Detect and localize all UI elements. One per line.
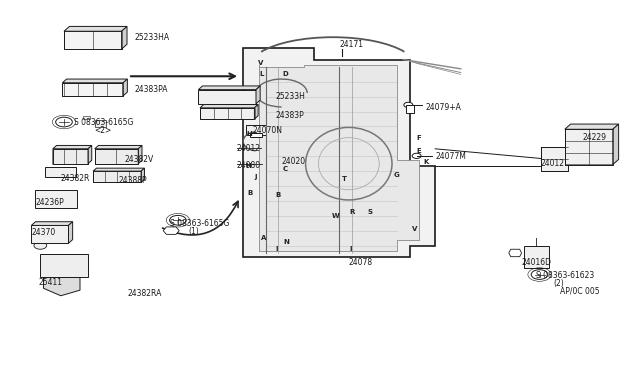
Bar — [250, 133, 262, 137]
Text: 24229: 24229 — [582, 133, 607, 142]
Polygon shape — [64, 31, 122, 49]
Polygon shape — [141, 168, 145, 182]
Text: 25411: 25411 — [38, 278, 63, 287]
Text: (2): (2) — [554, 279, 564, 288]
Text: 25233HA: 25233HA — [134, 33, 170, 42]
Text: V: V — [259, 60, 264, 66]
Polygon shape — [198, 86, 260, 90]
Text: 24383P: 24383P — [275, 111, 304, 120]
Polygon shape — [565, 129, 613, 165]
Polygon shape — [243, 48, 435, 257]
Polygon shape — [200, 108, 254, 119]
Text: L: L — [259, 71, 263, 77]
Text: 24382RA: 24382RA — [128, 289, 163, 298]
Bar — [246, 125, 266, 135]
Text: T: T — [342, 176, 347, 182]
Polygon shape — [254, 105, 258, 119]
Text: W: W — [332, 213, 340, 219]
Text: 24012: 24012 — [541, 159, 564, 168]
Text: I: I — [275, 246, 278, 252]
Text: G: G — [394, 172, 399, 178]
Bar — [35, 190, 77, 208]
Bar — [83, 116, 90, 119]
Text: 24382R: 24382R — [61, 174, 90, 183]
Polygon shape — [565, 124, 619, 129]
Polygon shape — [200, 105, 258, 108]
Text: 24012: 24012 — [237, 144, 261, 153]
Text: V: V — [412, 226, 417, 232]
Text: 24383PA: 24383PA — [134, 85, 168, 94]
Polygon shape — [256, 86, 260, 104]
Bar — [541, 147, 568, 171]
Text: A: A — [261, 235, 266, 241]
Circle shape — [56, 117, 72, 127]
Polygon shape — [62, 83, 123, 96]
Polygon shape — [88, 145, 92, 164]
Text: N: N — [284, 239, 290, 245]
Polygon shape — [198, 90, 256, 104]
Polygon shape — [53, 149, 88, 164]
Text: I: I — [349, 246, 352, 252]
Polygon shape — [93, 168, 145, 171]
Polygon shape — [95, 149, 138, 164]
Text: B: B — [276, 192, 281, 198]
Text: 24079+A: 24079+A — [426, 103, 461, 112]
Text: 24077M: 24077M — [435, 152, 466, 161]
Text: D: D — [282, 71, 287, 77]
Polygon shape — [62, 79, 127, 83]
Text: 24080: 24080 — [237, 161, 261, 170]
Text: K: K — [423, 159, 428, 165]
Text: AP/0C 005: AP/0C 005 — [560, 286, 600, 295]
Text: <2>: <2> — [95, 126, 112, 135]
Polygon shape — [53, 145, 92, 149]
Polygon shape — [163, 227, 179, 234]
Polygon shape — [613, 124, 619, 165]
Polygon shape — [31, 225, 68, 243]
Text: S 08363-6165G: S 08363-6165G — [170, 219, 229, 228]
Text: H: H — [246, 163, 251, 169]
Circle shape — [170, 215, 186, 225]
Text: J: J — [255, 174, 257, 180]
Text: R: R — [349, 209, 355, 215]
Circle shape — [412, 153, 421, 158]
Circle shape — [34, 242, 47, 249]
Text: H: H — [247, 131, 252, 137]
Polygon shape — [138, 145, 142, 164]
Polygon shape — [68, 222, 73, 243]
Text: C: C — [282, 166, 287, 172]
Bar — [524, 246, 549, 268]
Text: 24020: 24020 — [282, 157, 306, 166]
Polygon shape — [95, 145, 142, 149]
Text: S 08363-61623: S 08363-61623 — [536, 271, 595, 280]
Text: 24388P: 24388P — [118, 176, 147, 185]
Polygon shape — [93, 171, 141, 182]
Text: 24236P: 24236P — [35, 198, 64, 207]
Polygon shape — [122, 26, 127, 49]
Polygon shape — [259, 65, 419, 251]
Polygon shape — [64, 26, 127, 31]
Text: 24016D: 24016D — [522, 258, 552, 267]
Bar — [45, 167, 76, 177]
Circle shape — [404, 102, 413, 108]
Text: 24382V: 24382V — [125, 155, 154, 164]
Text: S 08363-6165G: S 08363-6165G — [74, 118, 133, 127]
Polygon shape — [123, 79, 127, 96]
Text: E: E — [417, 148, 422, 154]
Bar — [40, 254, 88, 277]
Text: F: F — [417, 135, 422, 141]
Bar — [406, 105, 414, 113]
Text: 24171: 24171 — [339, 40, 364, 49]
Text: B: B — [247, 190, 252, 196]
Text: S: S — [367, 209, 372, 215]
Circle shape — [531, 270, 548, 279]
Text: 24370: 24370 — [32, 228, 56, 237]
Text: (1): (1) — [189, 227, 200, 236]
Text: 24078: 24078 — [349, 258, 373, 267]
Bar — [95, 120, 106, 127]
Text: 25233H: 25233H — [275, 92, 305, 101]
Polygon shape — [509, 249, 522, 257]
Polygon shape — [31, 222, 73, 225]
Polygon shape — [44, 277, 80, 296]
Text: 24070N: 24070N — [253, 126, 283, 135]
